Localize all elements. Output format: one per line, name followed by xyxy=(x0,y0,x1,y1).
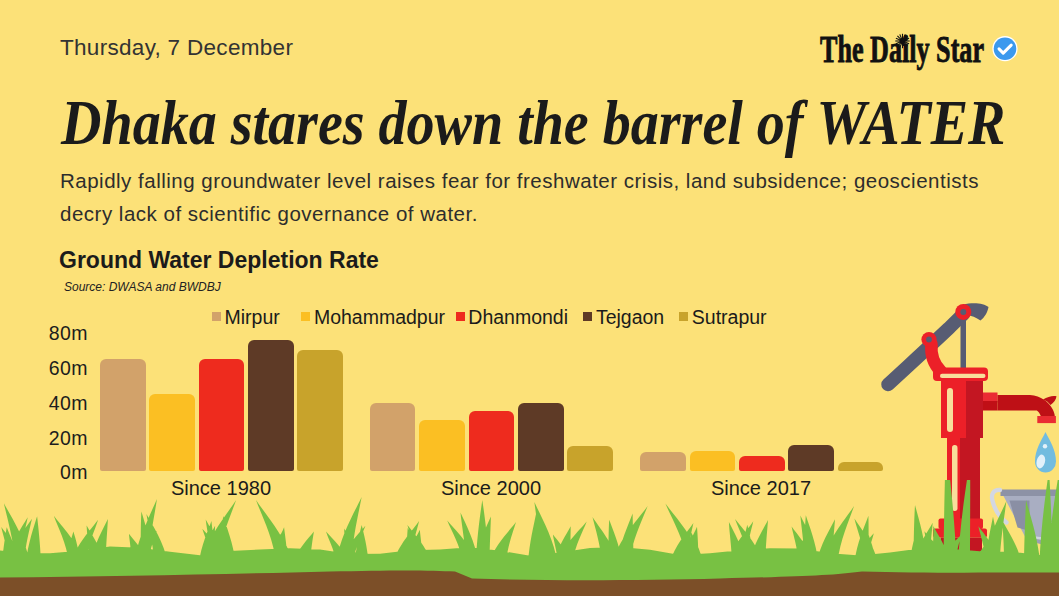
svg-text:The Daily Star: The Daily Star xyxy=(820,28,984,70)
